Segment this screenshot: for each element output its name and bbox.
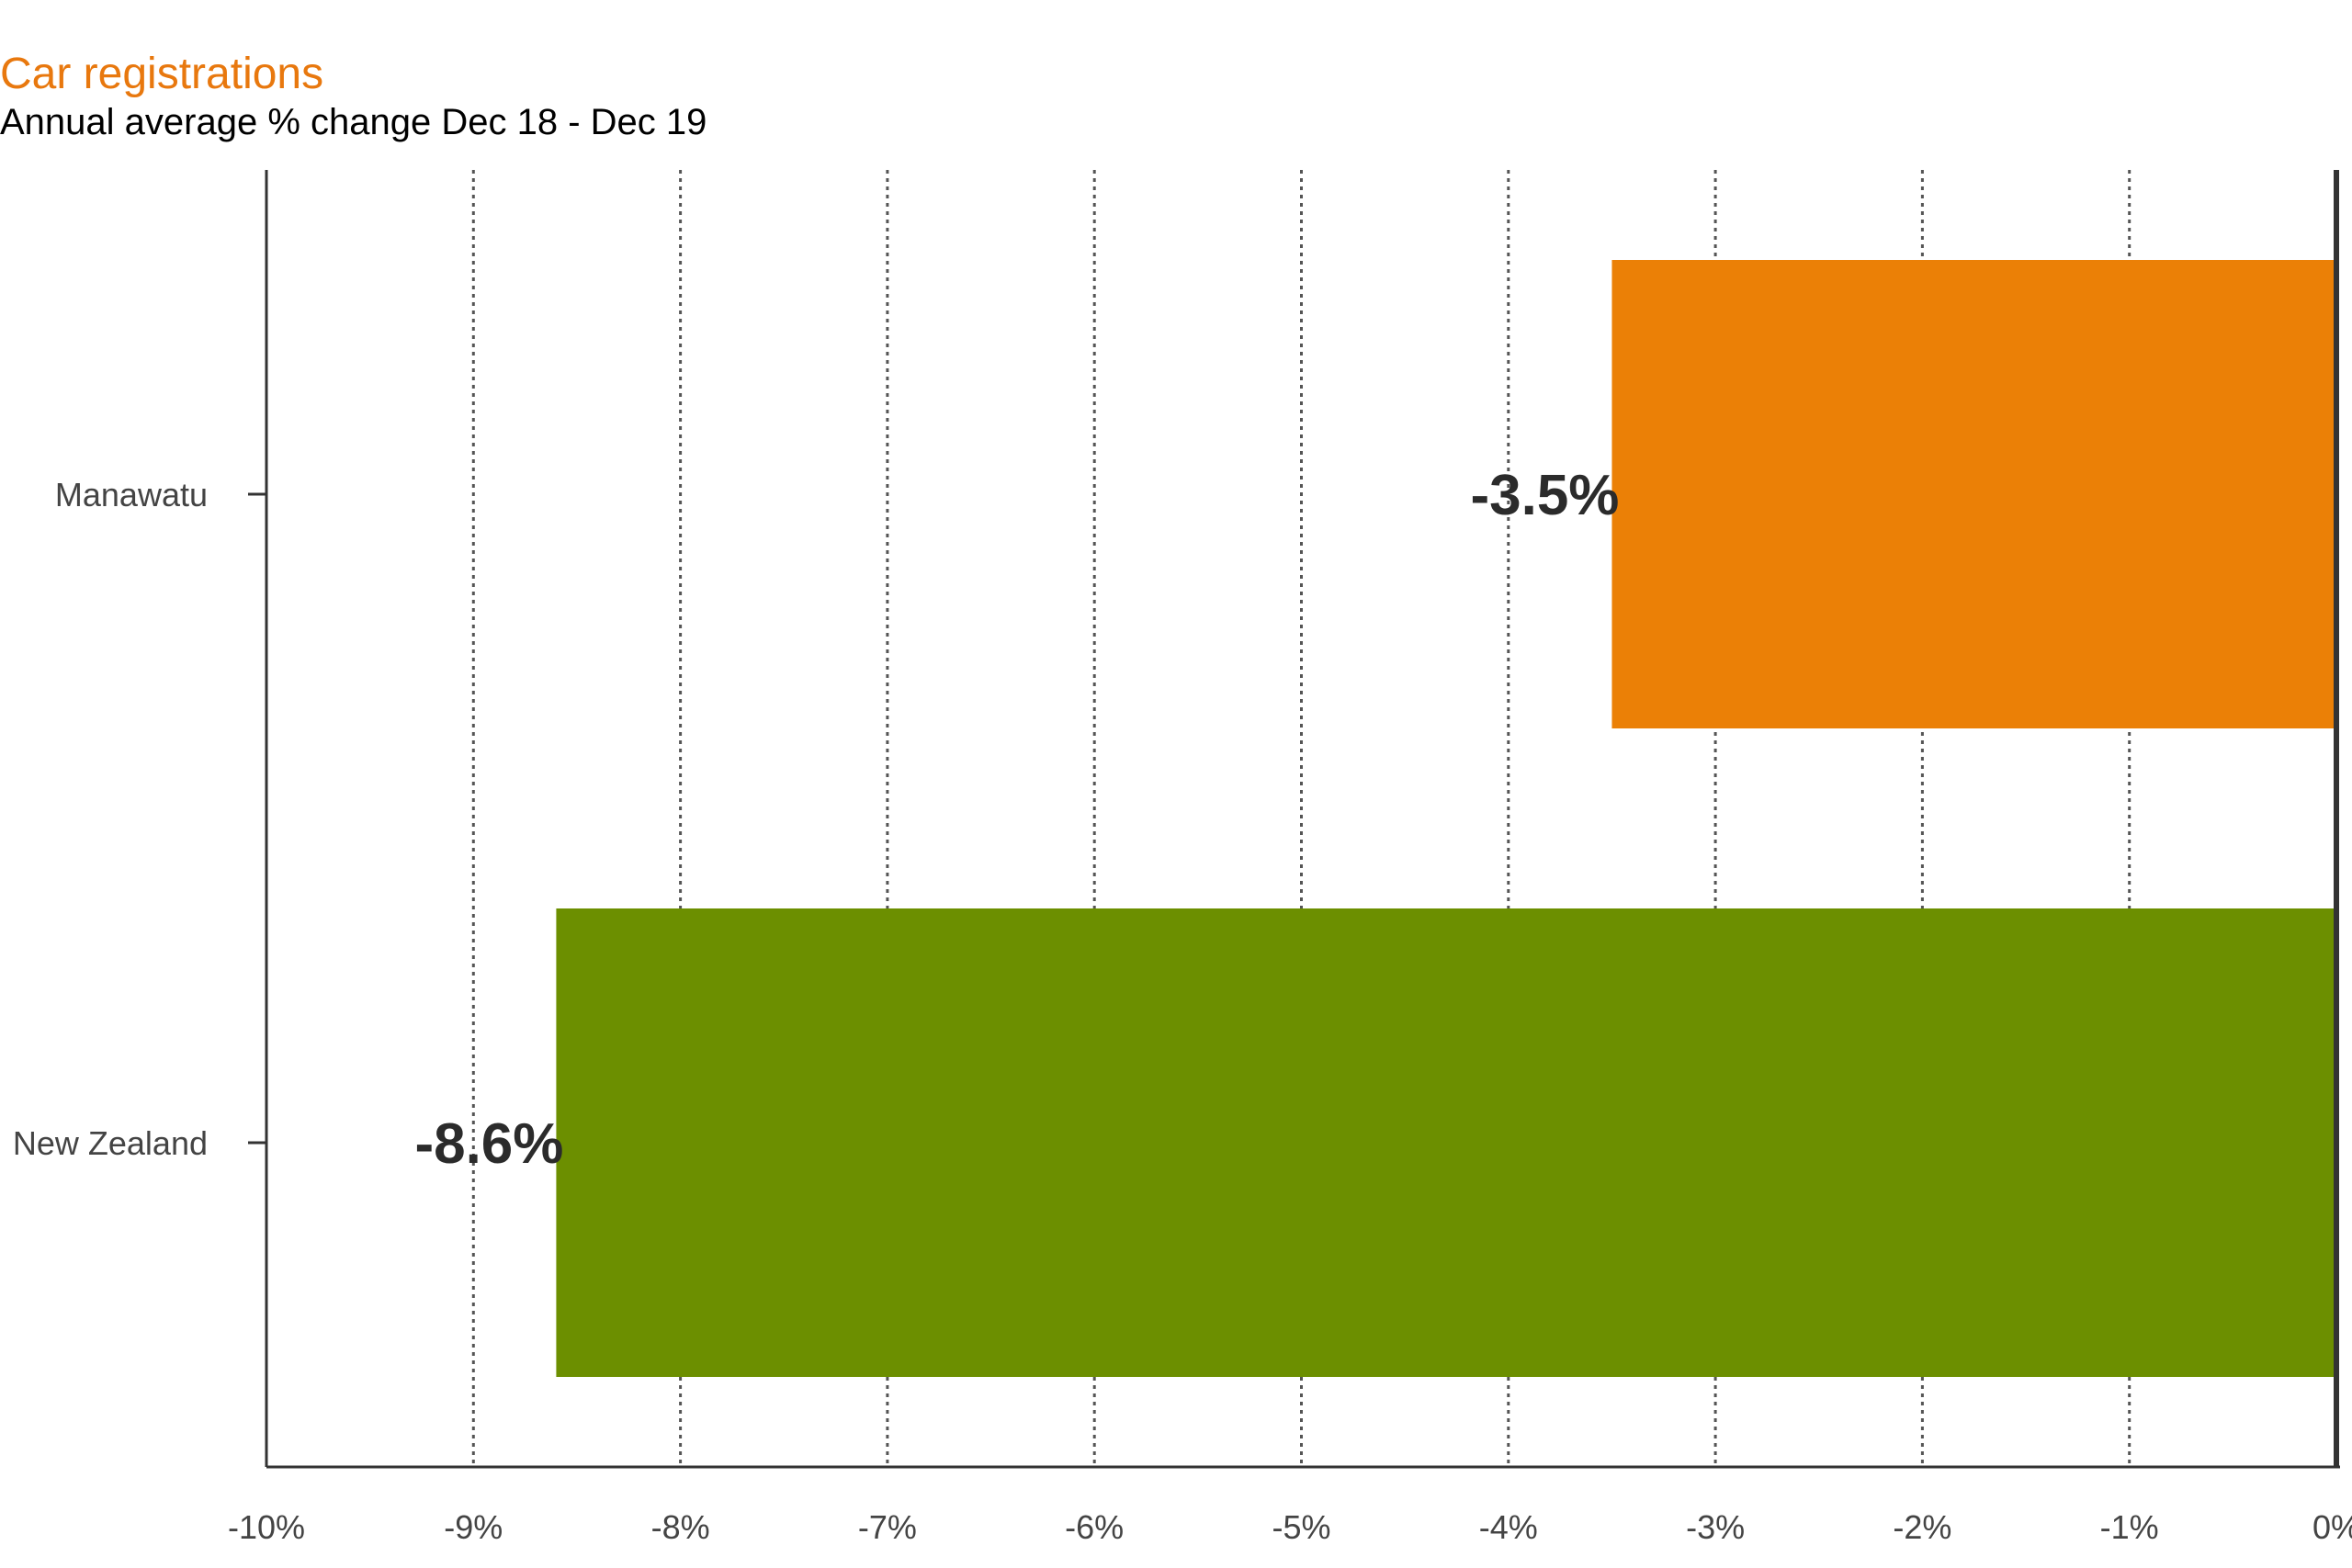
chart-subtitle: Annual average % change Dec 18 - Dec 19 bbox=[0, 102, 707, 142]
data-label: -3.5% bbox=[1470, 464, 1619, 527]
x-tick-label: -1% bbox=[2100, 1508, 2159, 1546]
chart-title: Car registrations bbox=[0, 50, 323, 98]
data-labels: -3.5% -8.6% bbox=[414, 464, 1619, 1176]
category-label: New Zealand bbox=[13, 1124, 208, 1162]
x-tick-label: -3% bbox=[1686, 1508, 1745, 1546]
x-tick-label: -2% bbox=[1893, 1508, 1951, 1546]
x-tick-label: 0% bbox=[2312, 1508, 2352, 1546]
x-tick-label: -8% bbox=[651, 1508, 710, 1546]
x-tick-label: -9% bbox=[444, 1508, 503, 1546]
category-labels: Manawatu New Zealand bbox=[13, 476, 208, 1162]
x-tick-label: -7% bbox=[858, 1508, 917, 1546]
bar bbox=[1611, 260, 2336, 728]
x-tick-label: -6% bbox=[1065, 1508, 1124, 1546]
x-tick-label: -4% bbox=[1479, 1508, 1538, 1546]
category-label: Manawatu bbox=[55, 476, 208, 513]
bars bbox=[556, 260, 2337, 1377]
data-label: -8.6% bbox=[414, 1112, 563, 1176]
x-tick-labels: -10% -9% -8% -7% -6% -5% -4% -3% -2% -1% 0% bbox=[228, 1508, 2352, 1546]
x-tick-label: -5% bbox=[1272, 1508, 1330, 1546]
x-tick-label: -10% bbox=[228, 1508, 305, 1546]
bar bbox=[556, 908, 2337, 1377]
axes bbox=[248, 170, 2340, 1469]
